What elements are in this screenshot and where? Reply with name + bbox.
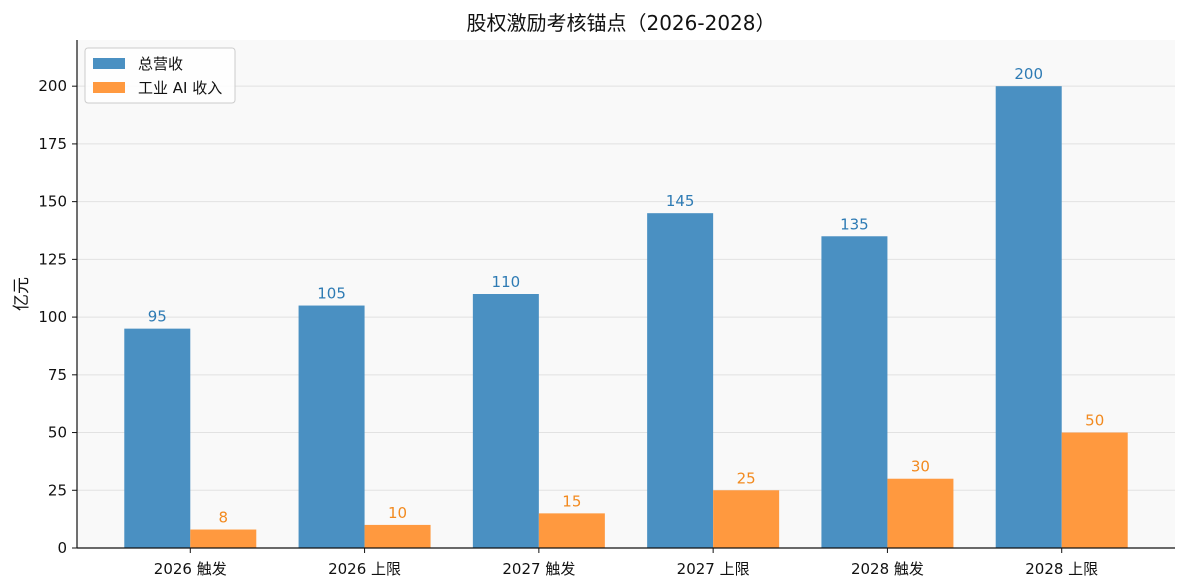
y-tick-label: 50 <box>48 424 67 442</box>
y-tick-label: 25 <box>48 481 67 499</box>
bar-industrial-ai-revenue <box>887 478 954 548</box>
bar-total-revenue <box>124 328 191 548</box>
data-label: 8 <box>219 509 229 527</box>
bars-group <box>124 86 1128 549</box>
data-label: 135 <box>840 215 869 233</box>
gridlines <box>77 85 1175 491</box>
data-label: 25 <box>737 469 756 487</box>
x-tick-label: 2027 触发 <box>502 560 575 578</box>
data-label: 30 <box>911 458 930 476</box>
bar-total-revenue <box>647 213 714 548</box>
y-tick-label: 150 <box>38 193 67 211</box>
legend-label: 总营收 <box>138 55 183 73</box>
y-tick-label: 175 <box>38 135 67 153</box>
data-label: 105 <box>317 285 346 303</box>
x-axis-ticks: 2026 触发 2026 上限 2027 触发 2027 上限 2028 触发 2028 … <box>154 548 1098 578</box>
y-tick-label: 200 <box>38 77 67 95</box>
bar-total-revenue <box>472 294 539 548</box>
bar-total-revenue <box>298 305 365 548</box>
y-axis-label: 亿元 <box>12 277 32 311</box>
x-tick-label: 2028 触发 <box>851 560 924 578</box>
data-label: 15 <box>562 492 581 510</box>
x-tick-label: 2027 上限 <box>677 560 750 578</box>
plot-background <box>77 40 1175 548</box>
data-labels-group: 95 8 105 10 110 15 145 25 135 30 200 50 <box>148 65 1105 526</box>
y-tick-label: 0 <box>57 539 67 557</box>
y-axis-ticks: 0 25 50 75 100 125 150 175 200 <box>38 77 77 557</box>
x-tick-label: 2028 上限 <box>1025 560 1098 578</box>
bar-industrial-ai-revenue <box>364 524 431 548</box>
x-tick-label: 2026 触发 <box>154 560 227 578</box>
data-label: 145 <box>666 192 695 210</box>
x-tick-label: 2026 上限 <box>328 560 401 578</box>
bar-industrial-ai-revenue <box>190 529 257 548</box>
legend-swatch <box>93 58 125 69</box>
legend-label: 工业 AI 收入 <box>138 79 222 97</box>
data-label: 50 <box>1085 412 1104 430</box>
legend-swatch <box>93 82 125 93</box>
bar-industrial-ai-revenue <box>713 490 780 548</box>
bar-total-revenue <box>821 236 888 549</box>
bar-industrial-ai-revenue <box>538 513 605 548</box>
y-tick-label: 125 <box>38 250 67 268</box>
bar-industrial-ai-revenue <box>1061 432 1128 548</box>
axes <box>76 40 1175 549</box>
data-label: 200 <box>1014 65 1043 83</box>
data-label: 10 <box>388 504 407 522</box>
y-tick-label: 100 <box>38 308 67 326</box>
data-label: 95 <box>148 308 167 326</box>
data-label: 110 <box>492 273 521 291</box>
chart-title: 股权激励考核锚点（2026-2028） <box>466 11 775 35</box>
bar-total-revenue <box>995 86 1062 548</box>
y-tick-label: 75 <box>48 366 67 384</box>
